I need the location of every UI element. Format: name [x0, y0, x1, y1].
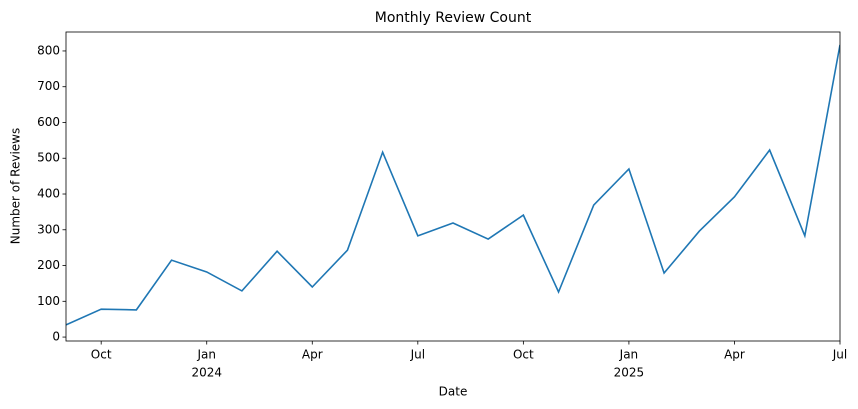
x-year-label: 2024 [191, 366, 222, 380]
y-tick-label: 200 [37, 258, 60, 272]
y-tick-label: 100 [37, 294, 60, 308]
x-tick-label: Jan [196, 348, 216, 362]
x-tick-label: Jan [619, 348, 639, 362]
y-tick-label: 300 [37, 222, 60, 236]
y-tick-label: 800 [37, 43, 60, 57]
plot-frame [65, 31, 841, 342]
x-year-label: 2025 [614, 366, 645, 380]
y-tick-label: 400 [37, 187, 60, 201]
y-axis-label: Number of Reviews [9, 128, 23, 244]
chart-title: Monthly Review Count [375, 10, 532, 26]
y-tick-label: 700 [37, 79, 60, 93]
line-series [66, 44, 840, 326]
x-tick-label: Apr [302, 348, 323, 362]
y-tick-label: 600 [37, 115, 60, 129]
x-tick-label: Apr [724, 348, 745, 362]
y-tick-label: 500 [37, 151, 60, 165]
x-axis-label: Date [439, 385, 468, 399]
x-tick-label: Oct [91, 348, 112, 362]
x-tick-label: Jul [410, 348, 425, 362]
x-tick-label: Oct [513, 348, 534, 362]
y-tick-label: 0 [52, 330, 60, 344]
x-tick-label: Jul [832, 348, 847, 362]
